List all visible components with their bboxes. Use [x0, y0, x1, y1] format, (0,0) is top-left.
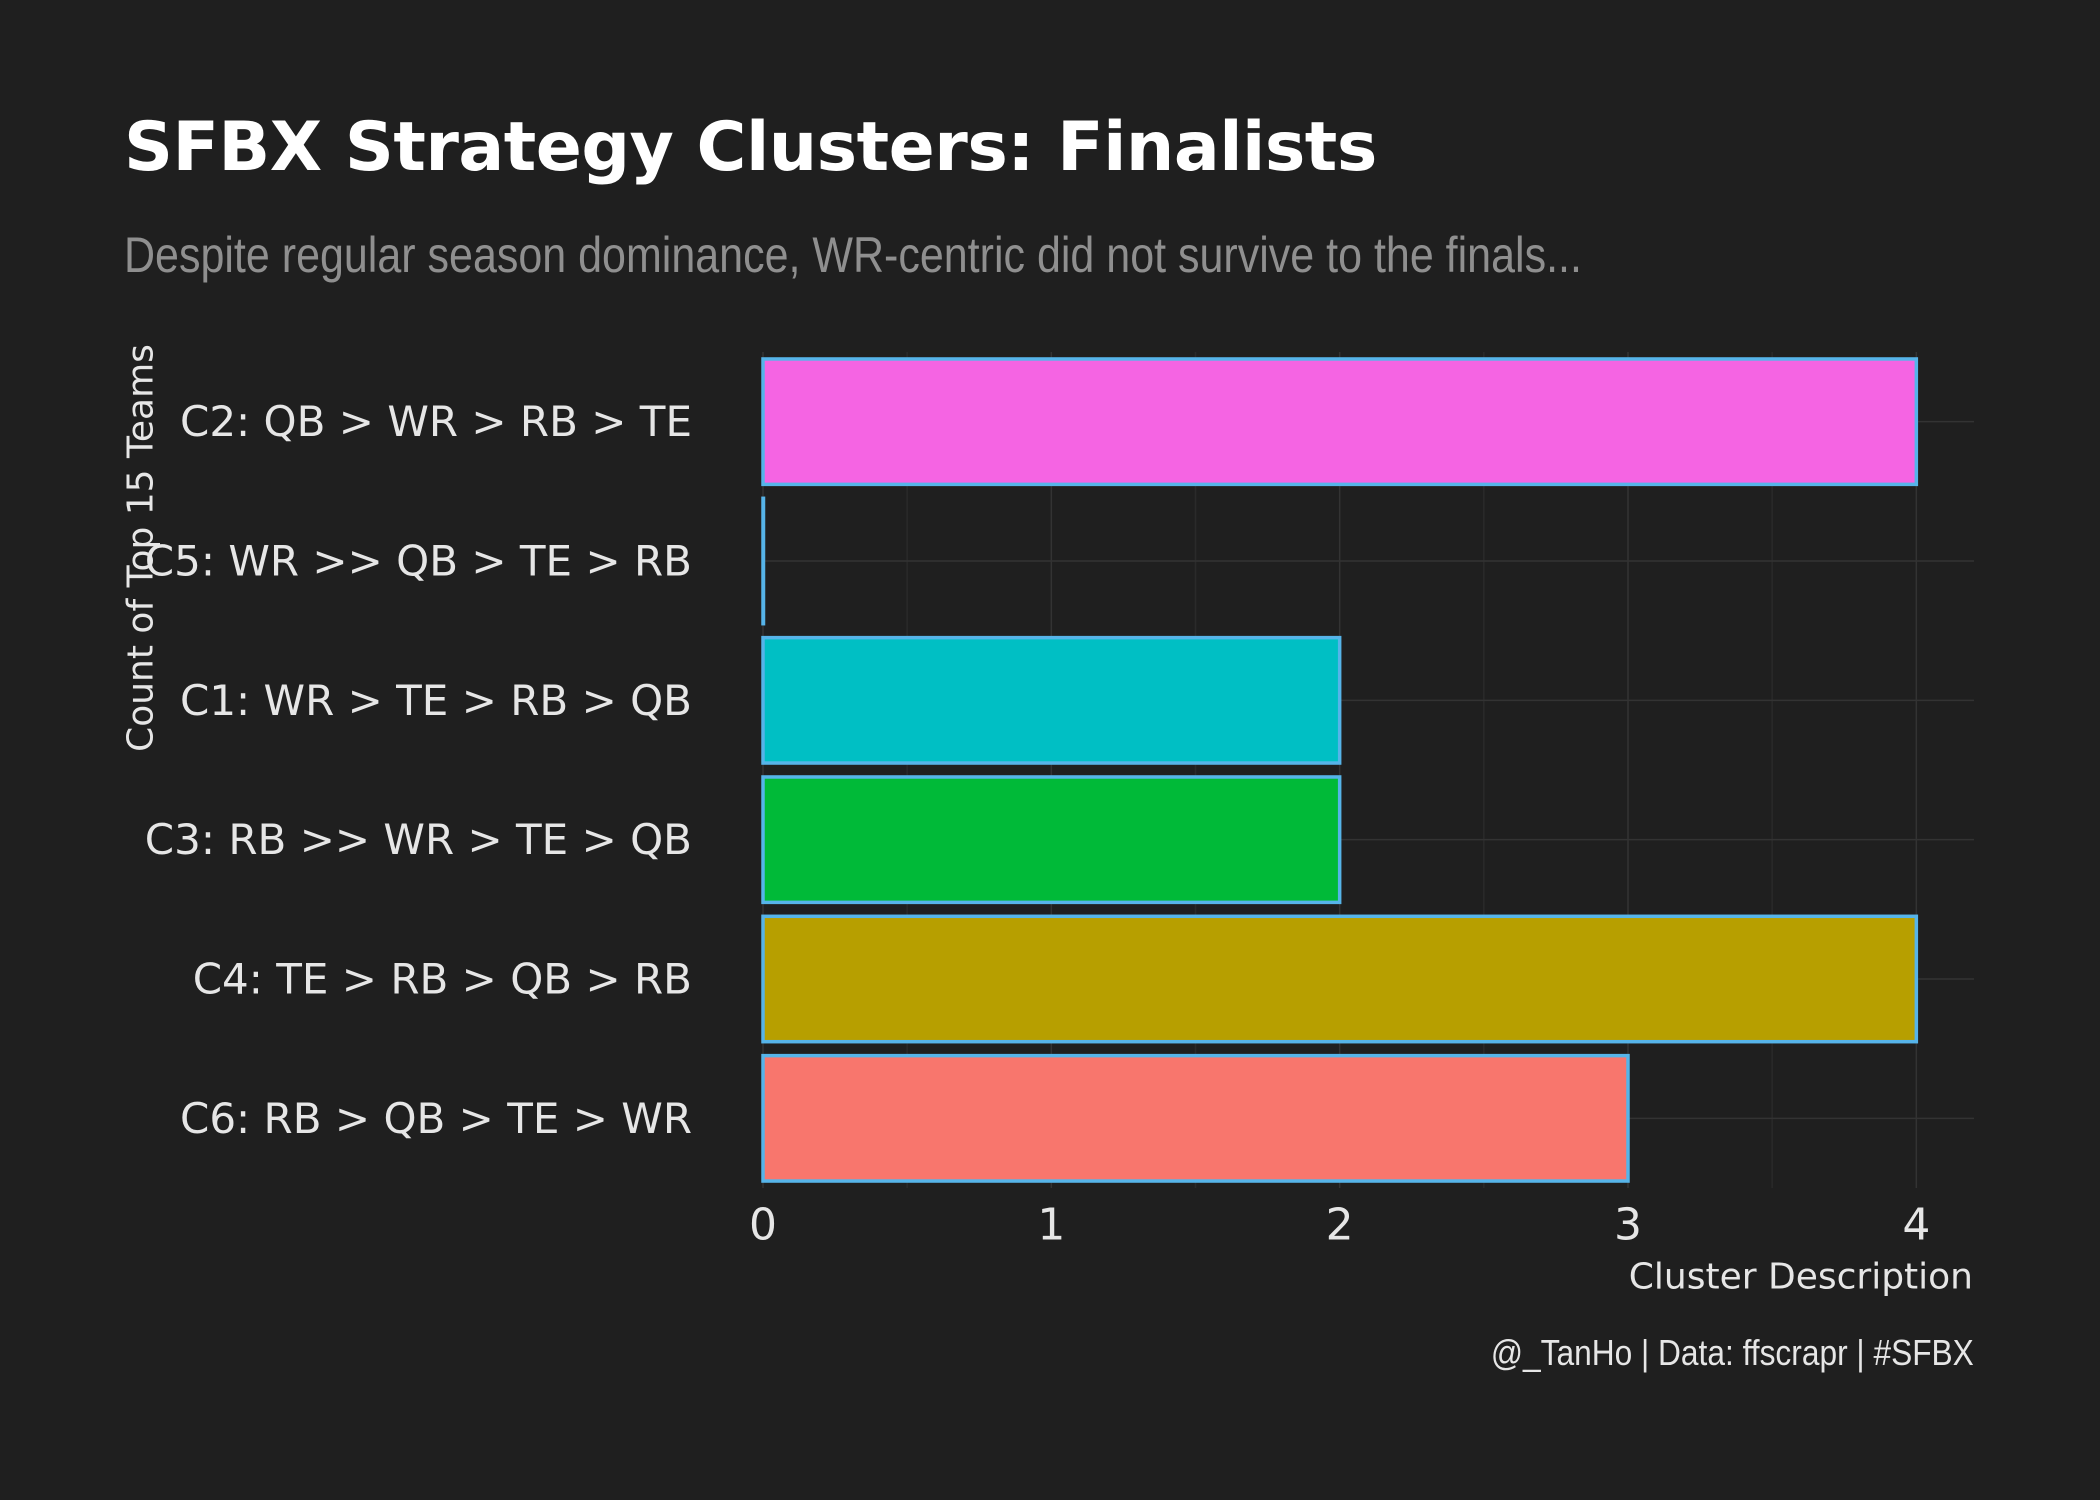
bar: [761, 1053, 1630, 1183]
x-tick-label: 4: [1902, 1200, 1930, 1251]
x-tick-label: 2: [1326, 1200, 1354, 1251]
bar: [761, 635, 1342, 765]
y-axis-title: Count of Top 15 Teams: [121, 344, 162, 752]
bars: [761, 357, 1919, 1183]
chart-title: SFBX Strategy Clusters: Finalists: [124, 108, 1377, 187]
y-tick-label: C1: WR > TE > RB > QB: [180, 676, 692, 725]
x-tick-label: 0: [749, 1200, 777, 1251]
chart-subtitle: Despite regular season dominance, WR-cen…: [124, 227, 1582, 283]
x-tick-label: 3: [1614, 1200, 1642, 1251]
x-axis-title: Cluster Description: [1629, 1257, 1973, 1298]
bar: [761, 496, 766, 626]
bar: [761, 914, 1919, 1044]
x-tick-label: 1: [1037, 1200, 1065, 1251]
labels: C2: QB > WR > RB > TE C5: WR >> QB > TE >…: [121, 344, 1974, 1297]
y-tick-label: C3: RB >> WR > TE > QB: [145, 815, 692, 864]
y-tick-label: C6: RB > QB > TE > WR: [180, 1094, 692, 1143]
bar: [761, 775, 1342, 905]
y-tick-label: C2: QB > WR > RB > TE: [180, 397, 692, 446]
y-tick-label: C5: WR >> QB > TE > RB: [145, 537, 692, 586]
bar: [761, 357, 1919, 487]
chart-caption: @_TanHo | Data: ffscrapr | #SFBX: [1491, 1332, 1974, 1373]
y-tick-label: C4: TE > RB > QB > RB: [193, 955, 692, 1004]
